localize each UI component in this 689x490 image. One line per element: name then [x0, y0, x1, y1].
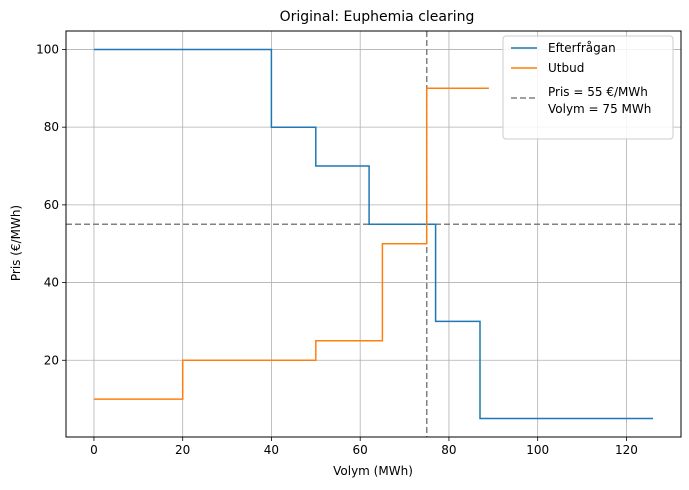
chart-title: Original: Euphemia clearing: [280, 9, 475, 25]
y-axis-label: Pris (€/MWh): [9, 205, 23, 281]
x-tick-label: 120: [615, 443, 638, 457]
x-axis-label: Volym (MWh): [333, 464, 413, 478]
x-tick-label: 40: [264, 443, 279, 457]
demand-step-line: [94, 48, 653, 420]
supply-step-line: [94, 87, 489, 400]
x-tick-label: 80: [441, 443, 456, 457]
y-axis-ticks: 20 40 60 80 100: [36, 42, 66, 367]
legend-entry-volume-label: Volym = 75 MWh: [548, 102, 651, 116]
y-tick-label: 80: [44, 120, 59, 134]
x-tick-label: 60: [353, 443, 368, 457]
plot-frame: [65, 30, 682, 438]
legend: Efterfrågan Utbud Pris = 55 €/MWh Volym = 7…: [502, 35, 674, 140]
legend-entry-price-label: Pris = 55 €/MWh: [548, 85, 648, 99]
y-tick-label: 40: [44, 276, 59, 290]
y-tick-label: 100: [36, 42, 59, 56]
legend-box: [502, 35, 674, 140]
x-tick-label: 0: [90, 443, 98, 457]
x-axis-ticks: 0 20 40 60 80 100 120: [90, 437, 638, 457]
legend-entry-supply-label: Utbud: [548, 61, 584, 75]
series-group: [94, 48, 653, 420]
x-tick-label: 100: [526, 443, 549, 457]
legend-entry-demand-label: Efterfrågan: [548, 41, 616, 55]
y-tick-label: 20: [44, 353, 59, 367]
x-tick-label: 20: [175, 443, 190, 457]
y-tick-label: 60: [44, 198, 59, 212]
